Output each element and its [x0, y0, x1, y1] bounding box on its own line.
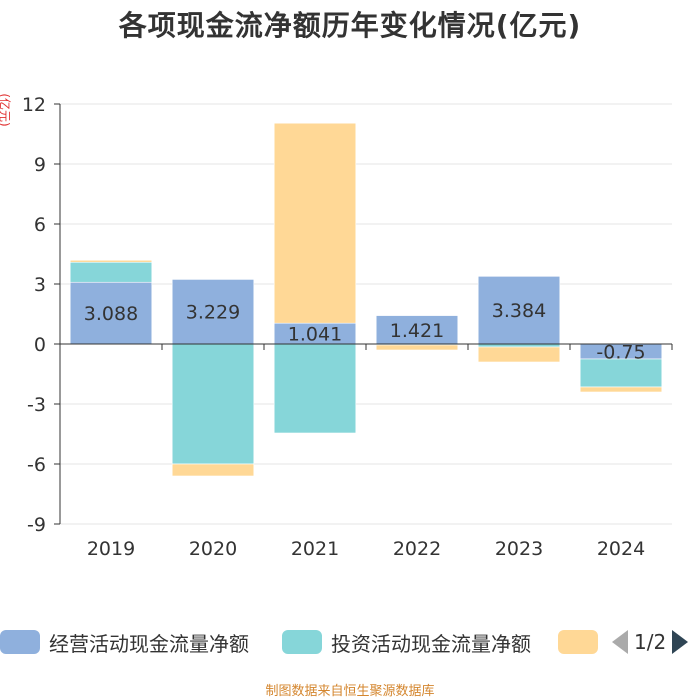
- bar-chart: -9 -6 -3 0 3 6 9 12 2019 2020 2021 2022 2023 2024 3.0…: [22, 94, 673, 560]
- y-tick-label: 3: [34, 274, 46, 296]
- y-tick-label: 0: [34, 334, 46, 356]
- bar-0-2022[interactable]: [375, 315, 459, 345]
- source-note: 制图数据来自恒生聚源数据库: [265, 684, 435, 699]
- data-label: 1.041: [288, 324, 342, 346]
- legend-item-investing[interactable]: 投资活动现金流量净额: [282, 630, 531, 656]
- bar-1-2020[interactable]: [171, 343, 255, 465]
- legend-label-investing: 投资活动现金流量净额: [331, 631, 531, 656]
- bar-2-2021[interactable]: [273, 122, 357, 324]
- bar-0-2020[interactable]: [171, 279, 255, 345]
- y-tick-label: -9: [27, 514, 46, 536]
- y-tick-label: 12: [22, 94, 46, 116]
- grid-lines: [60, 103, 672, 525]
- data-label: 3.384: [492, 300, 546, 322]
- data-label: -0.75: [596, 342, 645, 364]
- axes: -9 -6 -3 0 3 6 9 12 2019 2020 2021 2022 2023 2024: [22, 94, 673, 560]
- data-label: 3.088: [84, 303, 138, 325]
- x-tick-label: 2023: [495, 538, 543, 560]
- y-tick-label: 9: [34, 154, 46, 176]
- bar-1-2019[interactable]: [69, 261, 153, 283]
- legend-label-operating: 经营活动现金流量净额: [49, 631, 249, 656]
- bar-2-2024[interactable]: [579, 386, 663, 393]
- legend: 经营活动现金流量净额 投资活动现金流量净额 1/2: [0, 624, 700, 658]
- legend-swatch-financing: [558, 630, 598, 654]
- legend-swatch-operating: [0, 630, 40, 654]
- x-tick-label: 2019: [87, 538, 135, 560]
- pager-next-icon[interactable]: [672, 630, 689, 654]
- bar-1-2021[interactable]: [273, 343, 357, 434]
- bar-2-2022[interactable]: [375, 344, 459, 351]
- bars: [69, 122, 663, 477]
- chart-title: 各项现金流净额历年变化情况(亿元): [118, 9, 582, 42]
- legend-page-indicator: 1/2: [634, 630, 667, 654]
- bar-2-2020[interactable]: [171, 463, 255, 477]
- y-tick-label: -6: [27, 454, 46, 476]
- x-tick-label: 2020: [189, 538, 237, 560]
- data-label: 3.229: [186, 302, 240, 324]
- legend-swatch-investing: [282, 630, 322, 654]
- x-tick-label: 2024: [597, 538, 645, 560]
- bar-2-2019[interactable]: [69, 259, 153, 263]
- legend-item-financing[interactable]: [558, 630, 607, 654]
- data-label: 1.421: [390, 320, 444, 342]
- y-tick-label: -3: [27, 394, 46, 416]
- legend-pager: 1/2: [612, 629, 689, 655]
- y-tick-label: 6: [34, 214, 46, 236]
- legend-item-operating[interactable]: 经营活动现金流量净额: [0, 630, 249, 656]
- x-tick-label: 2022: [393, 538, 441, 560]
- x-tick-label: 2021: [291, 538, 339, 560]
- bar-2-2023[interactable]: [477, 346, 561, 363]
- data-labels: 3.088 3.229 1.041 1.421 3.384 -0.75: [84, 300, 646, 363]
- pager-prev-icon[interactable]: [612, 630, 628, 654]
